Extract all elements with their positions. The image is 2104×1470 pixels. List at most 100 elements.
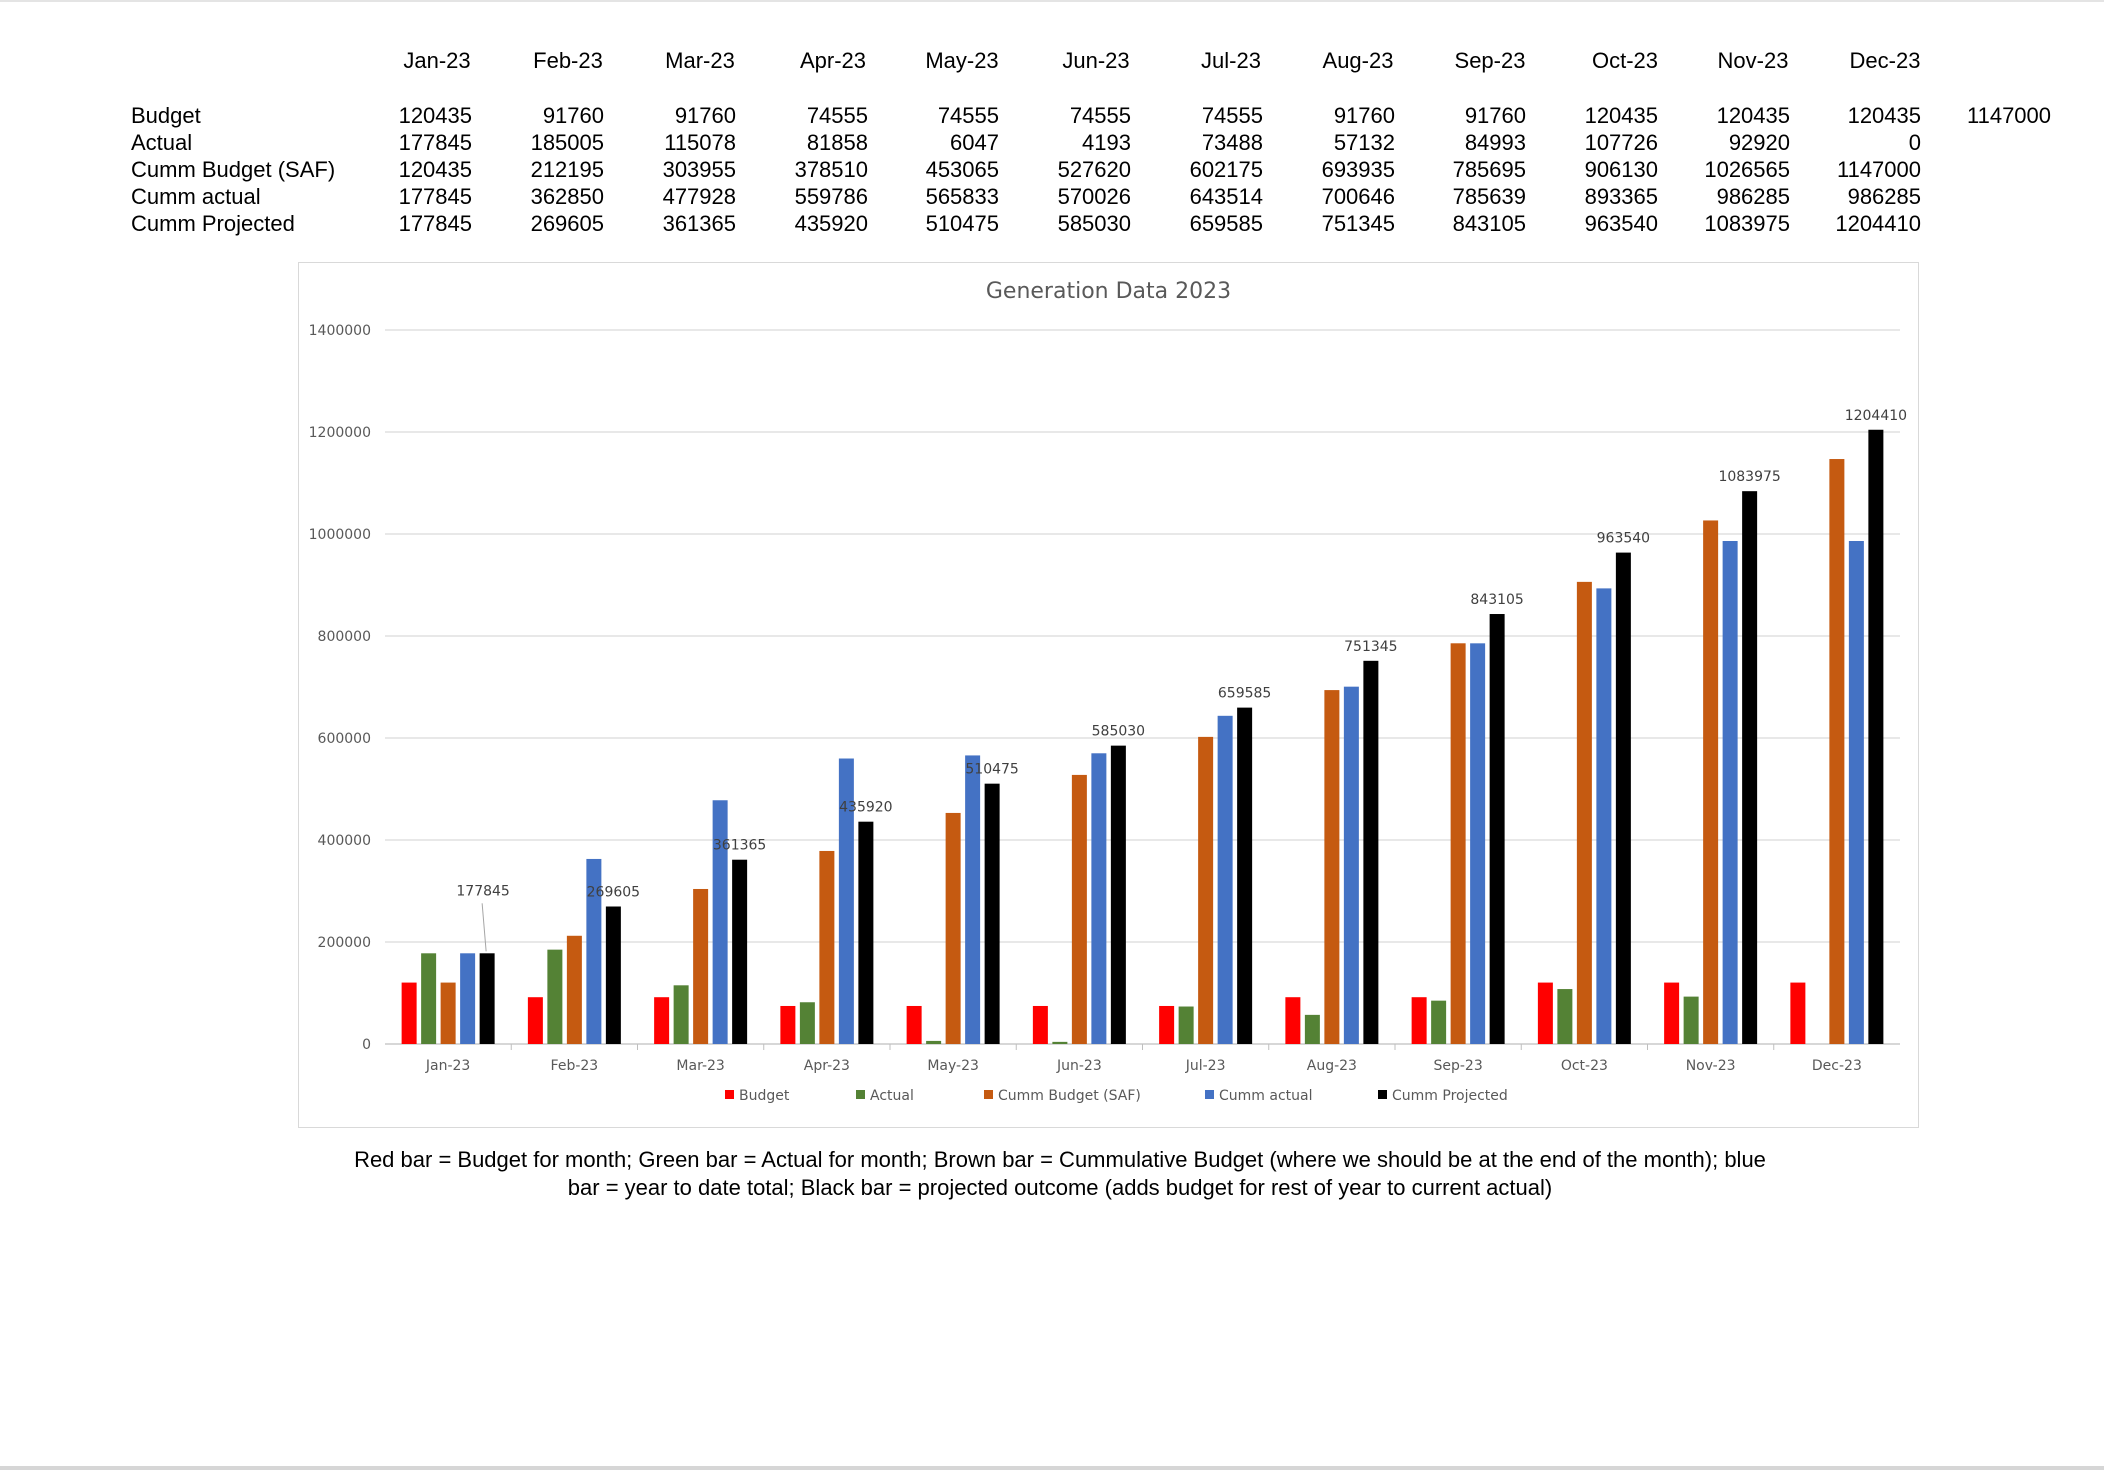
bar — [1470, 643, 1486, 1044]
table-header-month: Jan-23 — [403, 48, 471, 73]
table-cell: 751345 — [1321, 211, 1395, 236]
table-cell: 177845 — [398, 130, 472, 155]
bar — [605, 906, 621, 1044]
bar — [401, 982, 417, 1044]
table-cell: 74555 — [806, 103, 868, 128]
bar — [906, 1005, 922, 1044]
table-cell: 177845 — [398, 184, 472, 209]
table-cell: 107726 — [1584, 130, 1658, 155]
table-cell: 303955 — [662, 157, 736, 182]
chart-title: Generation Data 2023 — [985, 279, 1232, 304]
table-cell: 361365 — [662, 211, 736, 236]
table-cell: 185005 — [530, 130, 604, 155]
bar — [1722, 540, 1738, 1044]
bar — [479, 953, 495, 1044]
bar — [1071, 774, 1087, 1044]
table-cell: 510475 — [925, 211, 999, 236]
x-tick-label: Sep-23 — [1433, 1058, 1482, 1074]
data-label: 843105 — [1470, 592, 1523, 608]
table-header-month: Nov-23 — [1717, 48, 1789, 73]
bar — [838, 758, 854, 1044]
bar — [780, 1005, 796, 1044]
table-cell: 362850 — [530, 184, 604, 209]
data-label: 1204410 — [1845, 408, 1907, 424]
table-header-month: Apr-23 — [799, 48, 867, 73]
bar — [965, 755, 981, 1044]
bar — [1285, 997, 1301, 1044]
legend-swatch — [1205, 1090, 1214, 1099]
bar — [1411, 997, 1427, 1044]
data-label: 751345 — [1344, 639, 1397, 655]
bar — [440, 982, 456, 1044]
table-cell: 74555 — [1069, 103, 1131, 128]
legend-label: Cumm actual — [1219, 1088, 1312, 1104]
table-cell: 212195 — [530, 157, 604, 182]
x-tick-label: Feb-23 — [551, 1058, 599, 1074]
table-header-month: Aug-23 — [1322, 48, 1394, 73]
table-cell: 1147000 — [1836, 157, 1921, 182]
table-cell: 73488 — [1201, 130, 1263, 155]
caption-line-1: Red bar = Budget for month; Green bar = … — [354, 1147, 1766, 1172]
data-label: 1083975 — [1718, 469, 1780, 485]
table-cell: 477928 — [662, 184, 736, 209]
bar — [1343, 686, 1359, 1044]
table-cell: 585030 — [1057, 211, 1131, 236]
table-cell: 659585 — [1189, 211, 1263, 236]
table-header-month: May-23 — [925, 48, 999, 73]
table-row-label: Actual — [131, 130, 193, 155]
bar — [1450, 643, 1466, 1044]
bar — [1052, 1041, 1068, 1044]
table-cell: 0 — [1908, 130, 1921, 155]
x-tick-label: Apr-23 — [804, 1058, 850, 1074]
table-header-month: Feb-23 — [533, 48, 603, 73]
y-tick-label: 0 — [362, 1037, 371, 1053]
legend-label: Cumm Projected — [1392, 1088, 1508, 1104]
y-tick-label: 400000 — [318, 833, 371, 849]
table-cell: 700646 — [1321, 184, 1395, 209]
bar — [693, 888, 709, 1044]
bar — [1489, 614, 1505, 1044]
table-cell: 120435 — [1716, 103, 1790, 128]
table-cell: 1204410 — [1835, 211, 1921, 236]
bar — [654, 997, 670, 1044]
table-cell: 893365 — [1584, 184, 1658, 209]
bar — [819, 850, 835, 1044]
data-table: Jan-23 Feb-23 Mar-23 Apr-23 May-23 Jun-23 Jul-… — [0, 0, 2104, 250]
bar — [1557, 989, 1573, 1044]
bar — [1829, 459, 1845, 1044]
table-cell: 74555 — [1201, 103, 1263, 128]
chart-caption: Red bar = Budget for month; Green bar = … — [260, 1146, 1860, 1202]
y-tick-label: 600000 — [318, 731, 371, 747]
table-cell: 120435 — [398, 157, 472, 182]
bar — [1237, 707, 1253, 1044]
bar — [1703, 520, 1719, 1044]
table-cell: 74555 — [937, 103, 999, 128]
table-cell: 91760 — [1333, 103, 1395, 128]
table-header-month: Sep-23 — [1454, 48, 1526, 73]
table-cell: 602175 — [1189, 157, 1263, 182]
bar — [1848, 540, 1864, 1044]
bar — [1091, 753, 1107, 1044]
table-cell: 963540 — [1584, 211, 1658, 236]
data-label: 361365 — [713, 838, 766, 854]
bar — [712, 800, 728, 1044]
bar — [1431, 1000, 1447, 1044]
table-cell: 986285 — [1847, 184, 1921, 209]
data-label: 177845 — [456, 883, 509, 899]
legend-swatch — [1378, 1090, 1387, 1099]
table-row-label: Cumm Projected — [131, 211, 295, 236]
bar — [1683, 996, 1699, 1044]
x-tick-label: Dec-23 — [1812, 1058, 1862, 1074]
legend-label: Cumm Budget (SAF) — [998, 1088, 1141, 1104]
legend-swatch — [984, 1090, 993, 1099]
bar — [1790, 982, 1806, 1044]
bar — [673, 985, 689, 1044]
table-cell: 785639 — [1452, 184, 1526, 209]
bar — [984, 783, 1000, 1044]
table-cell: 906130 — [1584, 157, 1658, 182]
bar — [1198, 736, 1214, 1044]
x-tick-label: Aug-23 — [1307, 1058, 1357, 1074]
bar — [1217, 715, 1233, 1044]
table-cell: 269605 — [530, 211, 604, 236]
bar — [1178, 1006, 1194, 1044]
